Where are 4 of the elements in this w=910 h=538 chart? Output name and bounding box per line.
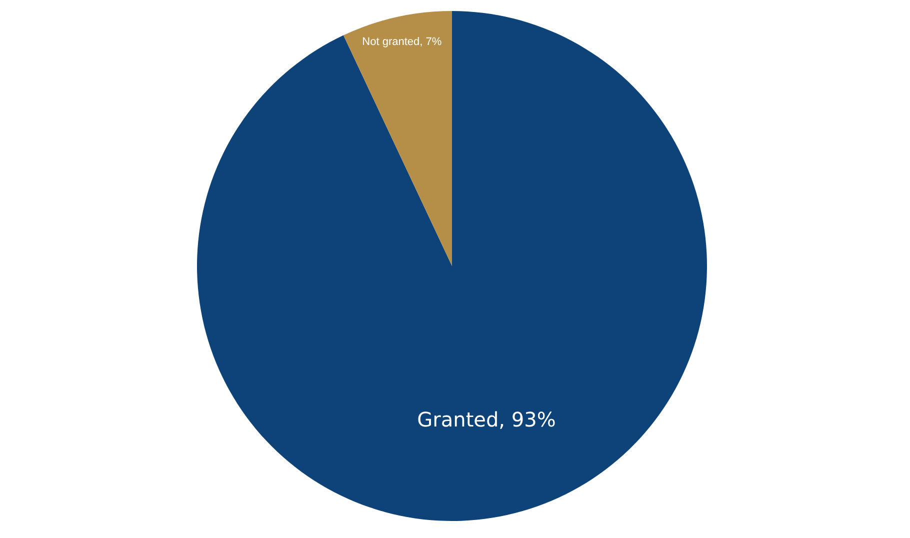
pie-slice [197, 11, 707, 521]
slice-label: Granted, 93% [417, 407, 556, 432]
pie-slice [343, 11, 452, 266]
slice-label: Not granted, 7% [362, 36, 442, 48]
